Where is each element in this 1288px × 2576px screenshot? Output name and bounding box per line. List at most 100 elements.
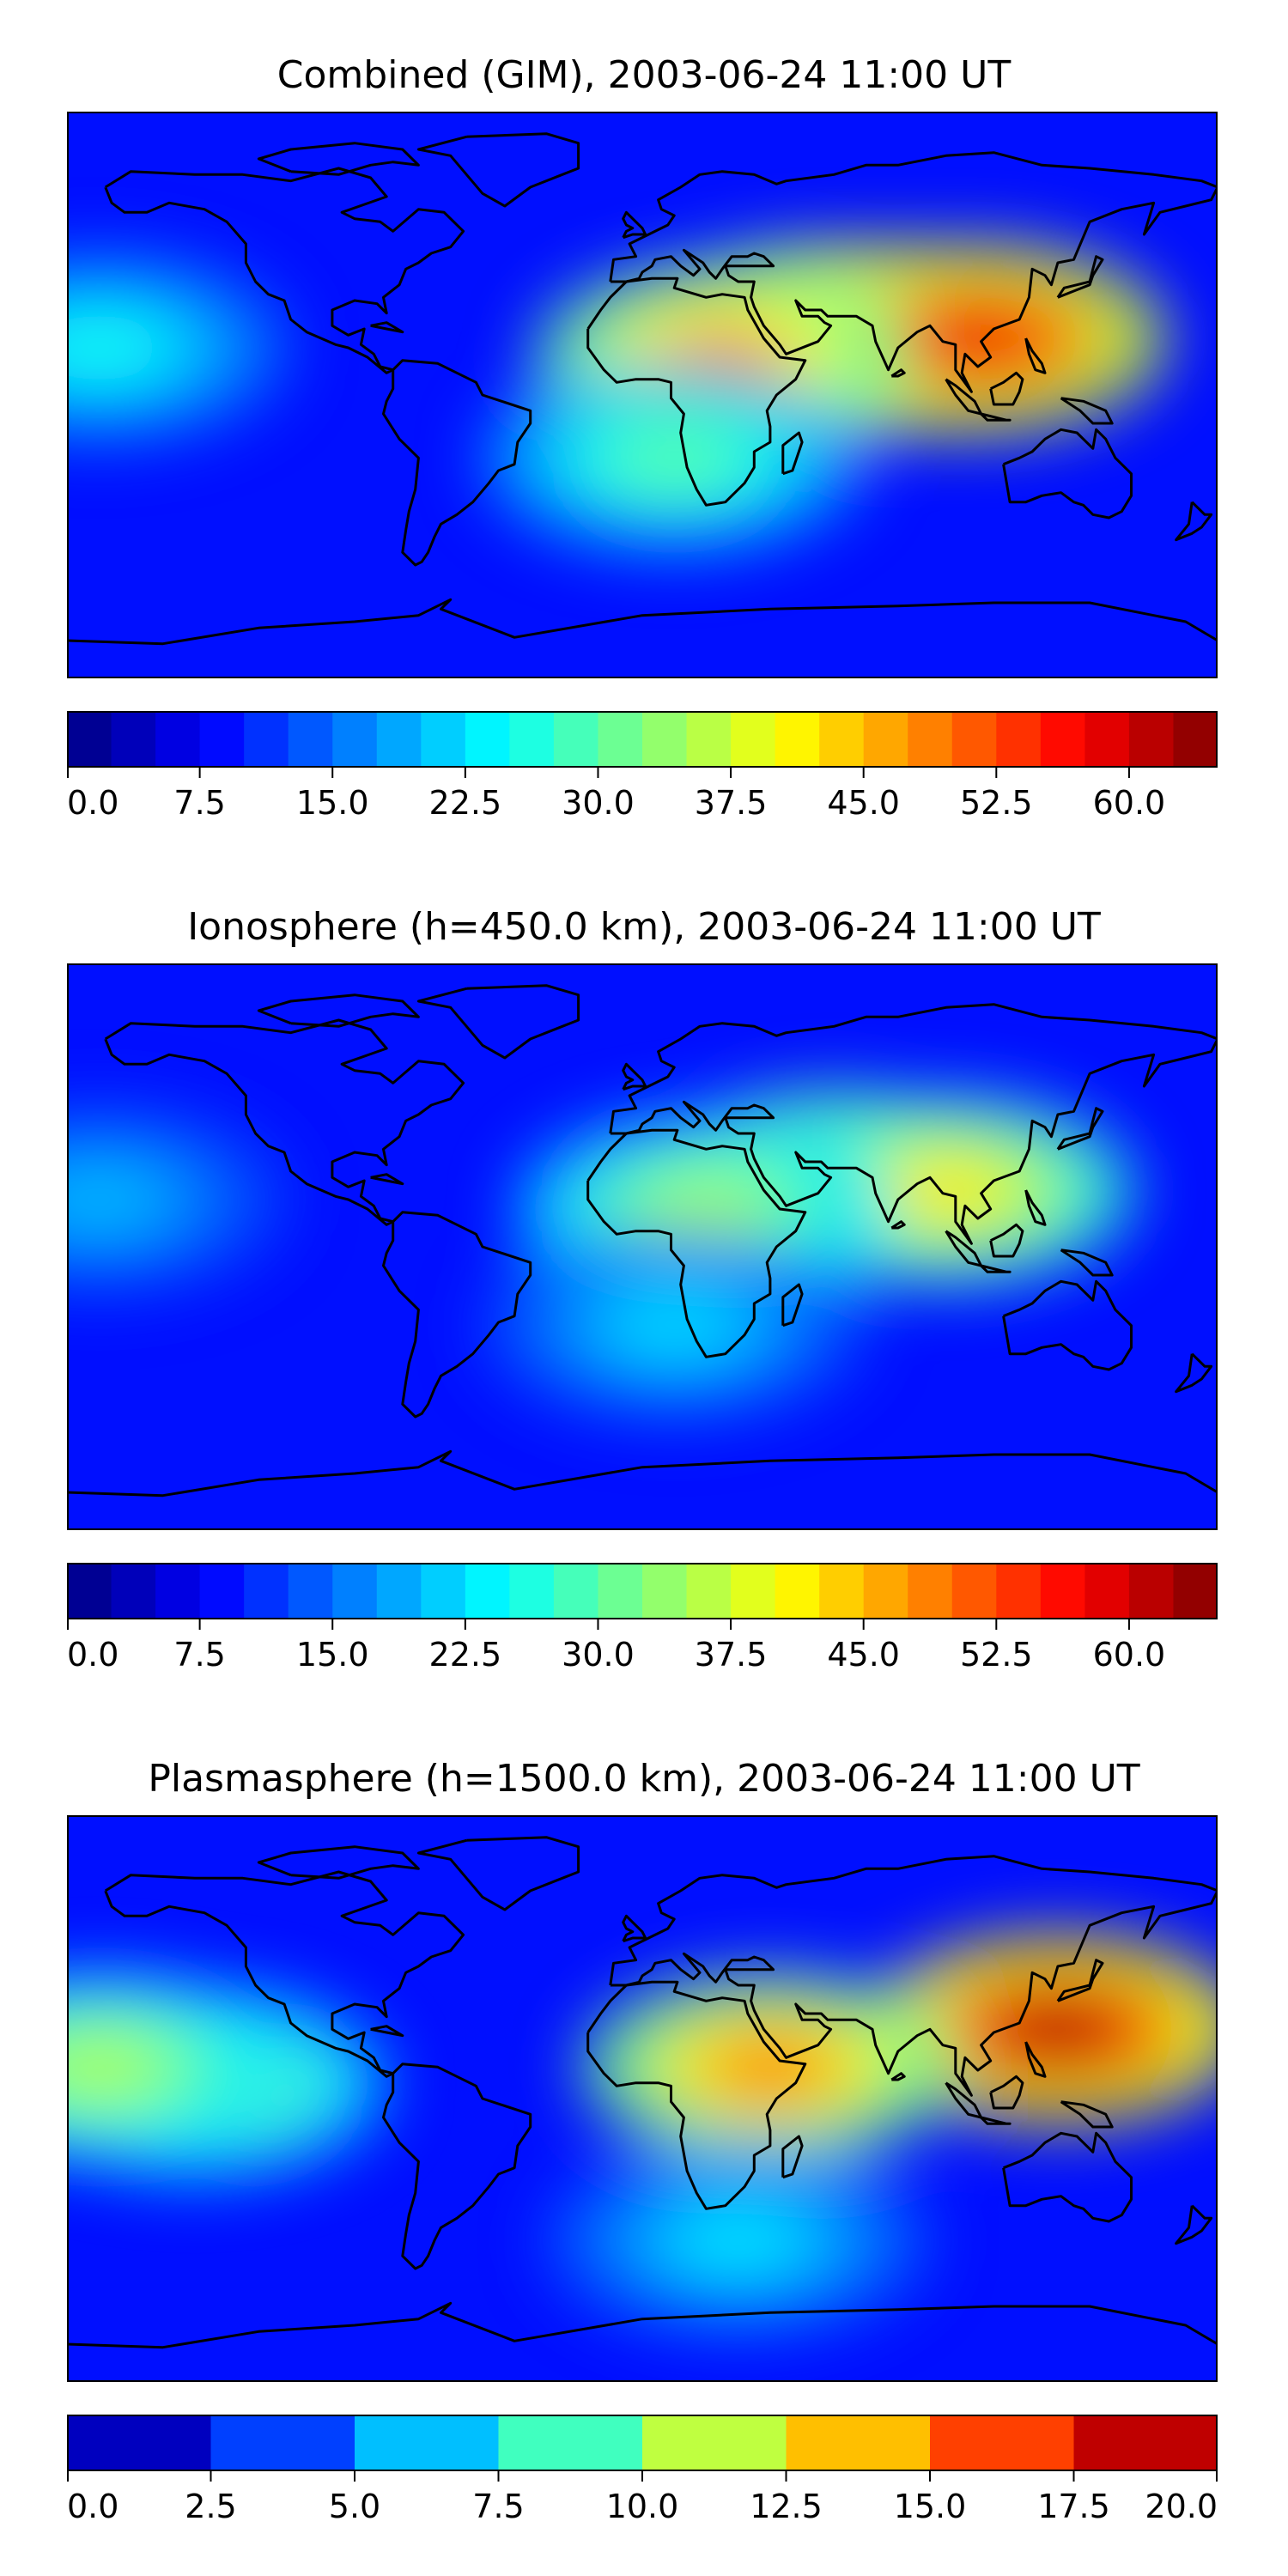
colorbar-segment [1040,1563,1085,1619]
map-frame [67,1815,1218,2382]
colorbar-segment [199,1563,245,1619]
colorbar-segment [731,711,776,768]
colorbar-segment [598,711,643,768]
coastline [1002,1279,1133,1371]
colorbar-segment [930,2415,1075,2471]
panel-1-map [67,112,1218,678]
colorbar-tick-label: 37.5 [695,1636,768,1674]
colorbar-tick-label: 7.5 [472,2488,524,2525]
hotspot-core [67,2032,168,2102]
hotspot-core [877,1156,1015,1224]
colorbar-tick-label: 0.0 [67,784,118,822]
colorbar-tick-label: 20.0 [1145,2488,1218,2525]
coastline [586,1980,807,2210]
coastline [586,276,807,507]
colorbar-segment [642,2415,787,2471]
colorbar-segment [111,1563,156,1619]
coastline [1056,1959,1104,2002]
colorbar-segment [244,711,289,768]
colorbar-tick-label: 52.5 [960,1636,1033,1674]
coastline [104,1018,465,1226]
coastline [609,151,1218,393]
coastline [1060,397,1114,425]
colorbar-segment [155,711,201,768]
colorbar-segment [686,711,732,768]
colorbar-segment [1084,1563,1130,1619]
coastline [980,1264,1012,1273]
coastline [622,210,647,240]
colorbar-segment [288,711,333,768]
hotspot-core [669,2206,807,2275]
colorbar-segment [465,1563,510,1619]
hotspot-core [67,1165,168,1234]
colorbar-segment [465,711,510,768]
colorbar-segment [863,711,908,768]
coastline [104,1870,465,2078]
colorbar-segment [111,711,156,768]
colorbar-frame [67,711,1218,768]
colorbar-segment [67,1563,112,1619]
panel-3-map [67,1815,1218,2382]
coastline [1024,1189,1047,1226]
coastline [67,598,1218,646]
colorbar-segment [951,711,997,768]
coastline [622,1914,647,1943]
colorbar-segment [786,2415,931,2471]
coastline [989,2075,1024,2110]
map-frame [67,963,1218,1530]
coastline [382,2063,532,2270]
colorbar-segment [155,1563,201,1619]
coastline [67,2301,1218,2349]
hotspot-core [605,423,744,493]
coastline [586,1128,807,1358]
colorbar-tick-label: 60.0 [1093,784,1166,822]
colorbar-segment [67,2415,212,2471]
coastline [1056,255,1104,299]
coastline [1060,1249,1114,1277]
colorbar-segment [553,1563,599,1619]
colorbar-segment [244,1563,289,1619]
coastline [980,412,1012,422]
colorbar-segment [996,1563,1042,1619]
coastline [1060,2100,1114,2129]
panel-3-colorbar: 0.0 2.5 5.0 7.5 10.0 12.5 15.0 17.5 20.0 [67,2415,1218,2525]
colorbar-segment [775,1563,820,1619]
colorbar-tick-label: 0.0 [67,2488,118,2525]
coastline [980,2116,1012,2125]
hotspot-core [637,1175,775,1243]
colorbar-segment [332,711,378,768]
colorbar-tick-label: 2.5 [185,2488,236,2525]
coastline [1175,501,1213,542]
colorbar-segment [908,1563,953,1619]
colorbar-segment [642,1563,688,1619]
hotspot-core [67,313,168,382]
coastline [890,2072,906,2081]
coastline [382,1211,532,1419]
panel-3-title: Plasmasphere (h=1500.0 km), 2003-06-24 1… [148,1757,1140,1801]
colorbar-segment [1128,711,1175,768]
colorbar-segment [863,1563,908,1619]
coastline [257,1845,420,1880]
colorbar-segment [598,1563,643,1619]
colorbar-tick-label: 45.0 [827,1636,900,1674]
colorbar-tick-label: 30.0 [562,784,635,822]
coastline [257,142,420,176]
coastline [890,1220,906,1230]
colorbar-segment [819,1563,865,1619]
panel-2-colorbar: 0.0 7.5 15.0 22.5 30.0 37.5 45.0 52.5 60.0 [67,1563,1218,1674]
colorbar-segment [67,711,112,768]
colorbar-tick-label: 10.0 [606,2488,679,2525]
colorbar-segment [996,711,1042,768]
coastline [416,1836,580,1911]
coastline [370,321,404,334]
coastline [890,368,906,378]
coastline [416,984,580,1060]
coastline [1002,428,1133,519]
colorbar-tick-label: 30.0 [562,1636,635,1674]
colorbar-segment [376,711,422,768]
panel-1-colorbar: 0.0 7.5 15.0 22.5 30.0 37.5 45.0 52.5 60.0 [67,711,1218,822]
colorbar-frame [67,1563,1218,1619]
colorbar-segment [355,2415,500,2471]
colorbar-tick-label: 52.5 [960,784,1033,822]
colorbar-tick-label: 15.0 [296,1636,369,1674]
